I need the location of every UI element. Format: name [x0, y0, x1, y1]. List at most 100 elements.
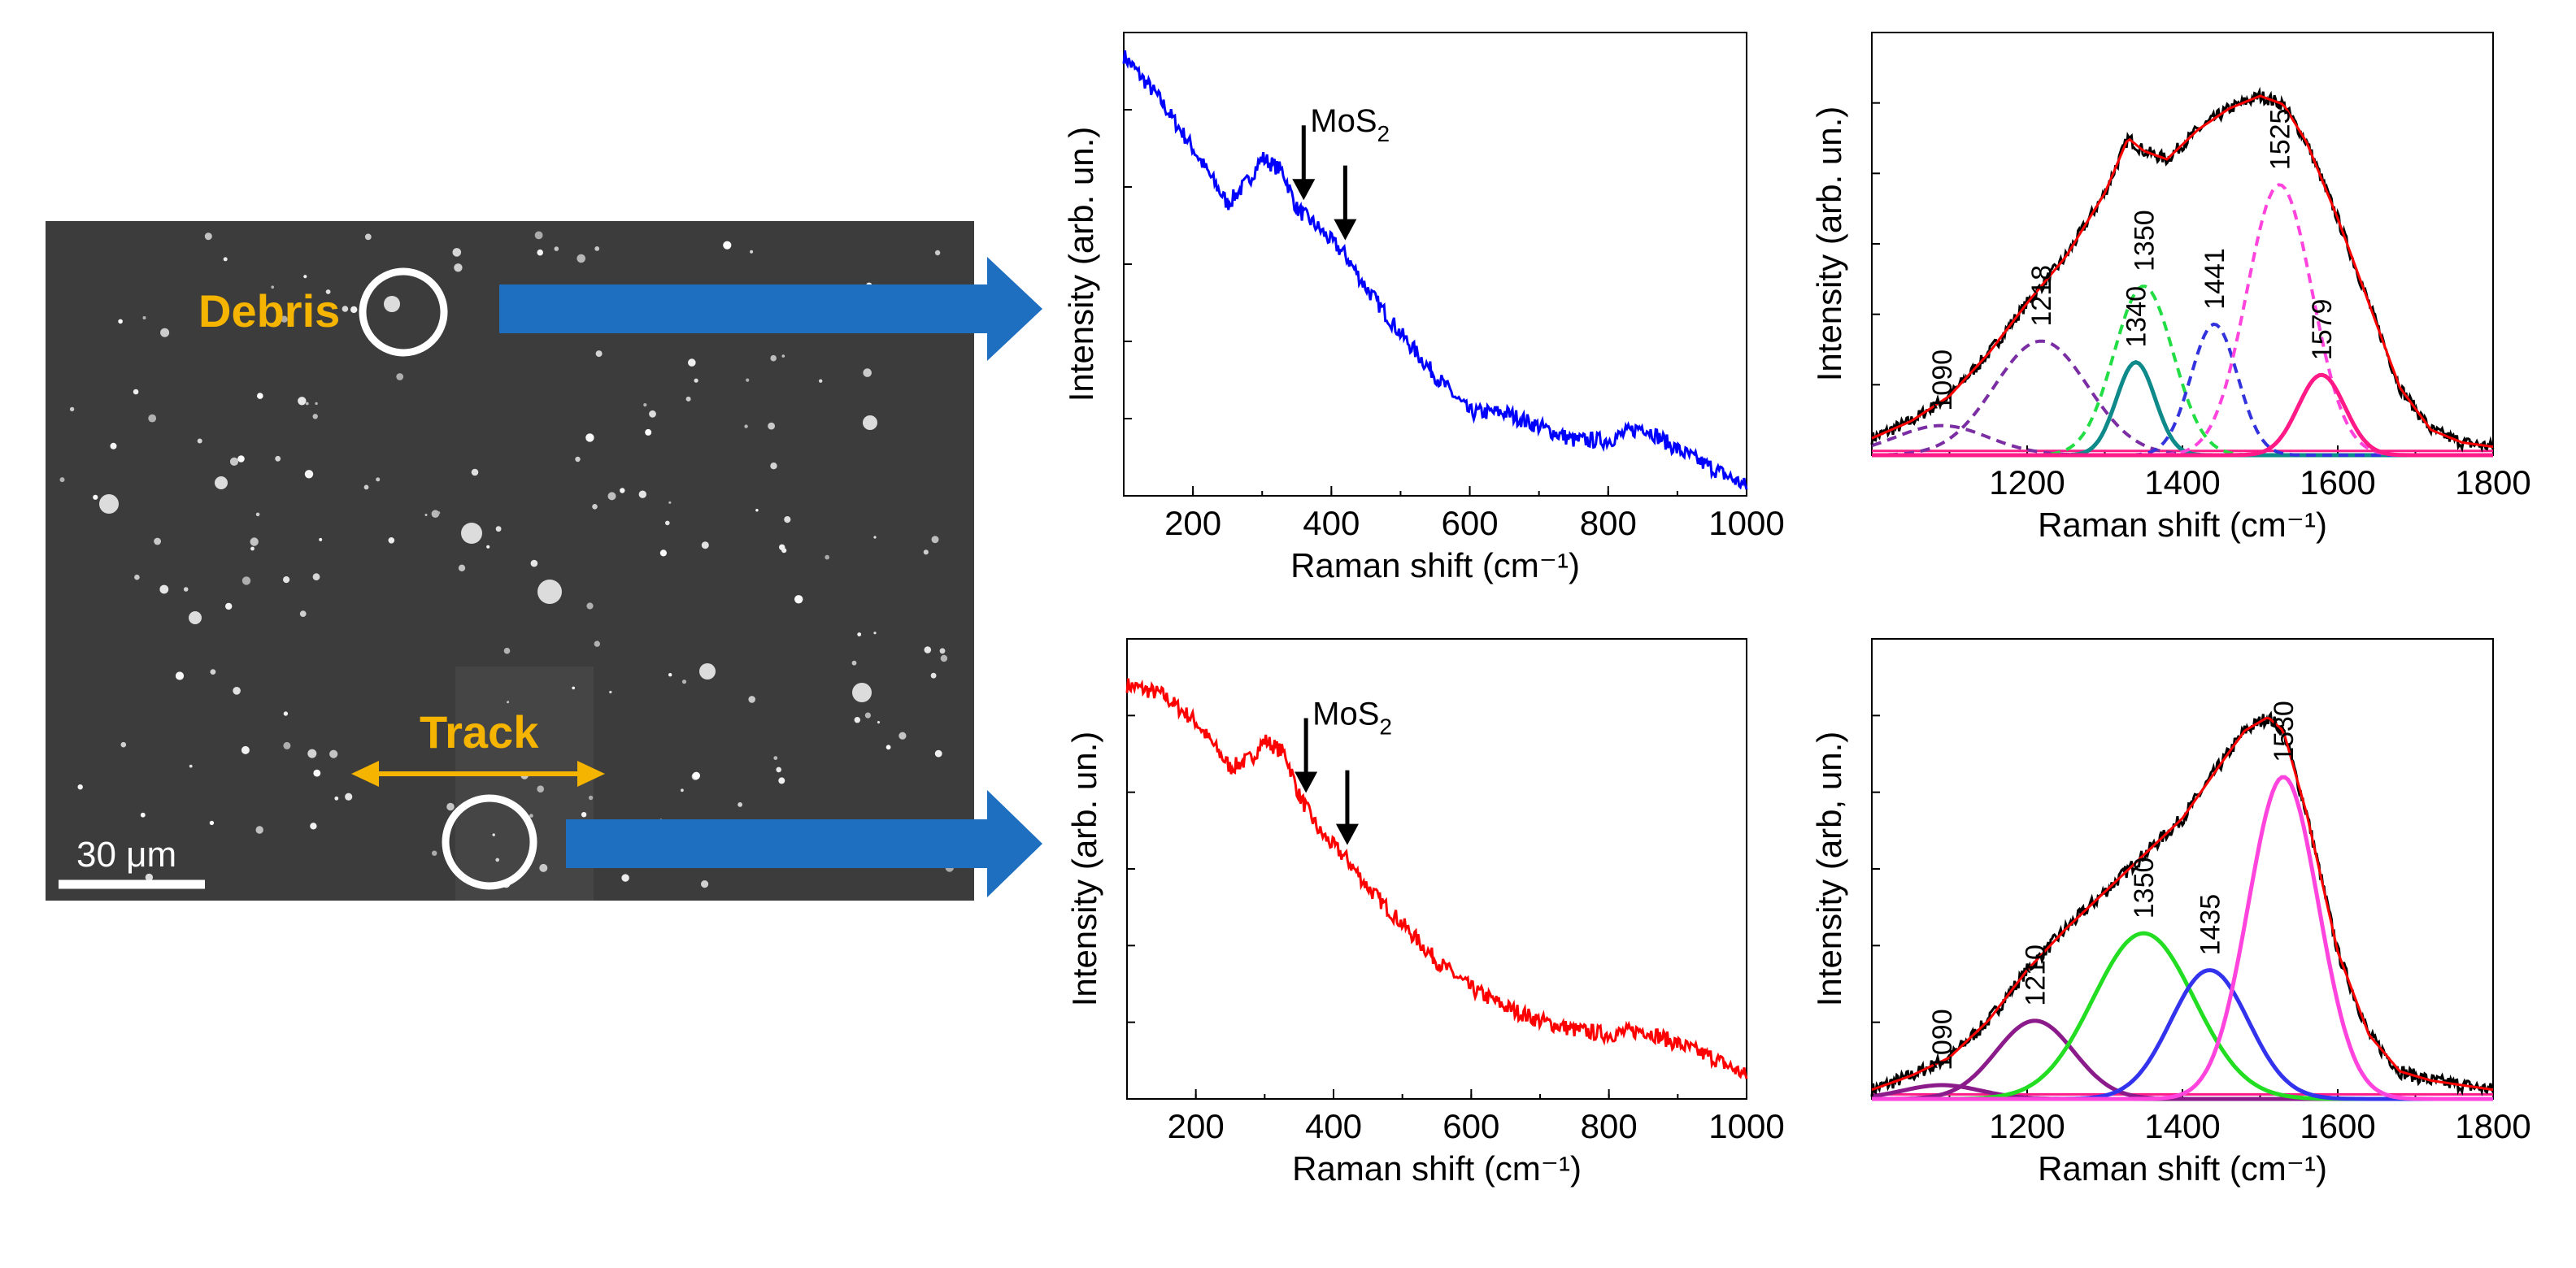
sem-particle	[851, 660, 857, 666]
fit-peak-1525	[1872, 183, 2493, 457]
sem-particle	[471, 468, 479, 476]
sem-particle	[209, 820, 215, 826]
peak-label-1350: 1350	[2129, 858, 2160, 919]
x-tick-label: 800	[1581, 1107, 1638, 1145]
sem-particle	[388, 537, 395, 544]
sem-particle	[537, 785, 544, 792]
sem-particle	[255, 826, 263, 834]
x-axis-label: Raman shift (cm⁻¹)	[1290, 546, 1580, 584]
sem-particle	[376, 477, 381, 482]
sem-particle	[197, 438, 202, 444]
sem-particle	[507, 701, 510, 704]
connector-arrows	[499, 257, 1042, 897]
sem-particle	[930, 672, 937, 679]
sem-particle	[934, 250, 941, 256]
sem-particle	[225, 602, 233, 610]
sem-particle	[701, 541, 709, 549]
sem-particle	[594, 641, 600, 647]
sem-particle	[594, 246, 600, 251]
sem-particle	[620, 488, 625, 493]
sem-particle	[575, 456, 581, 462]
sem-particle	[424, 514, 428, 516]
x-axis-label: Raman shift (cm⁻¹)	[2038, 1149, 2327, 1188]
sem-particle	[495, 526, 502, 532]
sem-particle	[454, 263, 463, 272]
sem-particle	[250, 546, 255, 551]
peak-label-1435: 1435	[2195, 894, 2226, 956]
mos2-subscript: 2	[1379, 714, 1392, 740]
sem-particle	[183, 587, 189, 592]
sem-particle	[750, 250, 754, 254]
sem-particle	[233, 687, 241, 695]
sem-particle	[432, 850, 437, 856]
spectrum-line	[1125, 678, 1748, 1079]
sem-particle	[668, 673, 672, 677]
spectrum-line	[1122, 50, 1748, 490]
sem-particle	[237, 455, 245, 462]
sem-particle	[645, 428, 652, 436]
sem-particle	[649, 410, 656, 418]
sem-particle	[334, 796, 339, 801]
sem-particle	[694, 378, 698, 383]
sem-particle	[120, 741, 127, 748]
sem-particle	[257, 393, 263, 399]
measured-spectrum	[1870, 710, 2495, 1097]
sem-particle	[738, 802, 742, 807]
sem-particle	[877, 721, 881, 724]
sem-particle	[723, 241, 732, 250]
sem-particle	[118, 319, 123, 324]
sem-particle	[110, 442, 117, 449]
peak-arrow-head	[1334, 219, 1357, 241]
sem-particle	[250, 537, 259, 546]
x-tick-label: 200	[1164, 504, 1221, 542]
peak-label-1441: 1441	[2200, 248, 2230, 310]
x-tick-label: 1800	[2455, 463, 2530, 502]
peak-label-1530: 1530	[2269, 701, 2300, 762]
sem-particle	[307, 749, 317, 758]
x-tick-label: 1000	[1708, 1107, 1784, 1145]
sem-particle	[530, 559, 538, 567]
sem-particle	[305, 402, 309, 406]
fit-peak-1350	[1872, 931, 2493, 1101]
sem-particle	[781, 354, 785, 358]
sem-particle	[923, 549, 929, 555]
sem-particle	[298, 397, 307, 406]
fit-envelope	[1871, 716, 2494, 1092]
track-width-arrow	[351, 761, 605, 787]
sem-particle	[607, 492, 616, 501]
peak-label-1210: 1210	[2021, 944, 2052, 1006]
sem-particle	[175, 671, 185, 680]
sem-particle	[461, 523, 482, 544]
y-axis-label: Intensity (arb. un.)	[1065, 732, 1103, 1006]
sem-particle	[934, 749, 942, 758]
sem-particle	[588, 795, 594, 801]
sem-particle	[148, 414, 157, 423]
sem-particle	[281, 315, 288, 323]
sem-particle	[223, 257, 228, 262]
peak-label-1090: 1090	[1927, 350, 1958, 411]
sem-particle	[345, 792, 353, 801]
sem-particle	[283, 711, 289, 716]
sem-particle	[781, 548, 787, 554]
scale-label: 30 μm	[76, 835, 176, 875]
sem-particle	[819, 379, 823, 383]
sem-particle	[643, 403, 647, 407]
sem-particle	[204, 232, 212, 241]
sem-particle	[665, 520, 670, 526]
fit-envelope	[1871, 94, 2494, 449]
peak-label-1340: 1340	[2121, 286, 2152, 348]
sem-particle	[160, 328, 170, 337]
sem-particle	[784, 516, 791, 523]
x-tick-label: 200	[1168, 1107, 1225, 1145]
x-tick-label: 800	[1580, 504, 1637, 542]
debris-label: Debris	[198, 285, 340, 337]
sem-particle	[59, 477, 65, 483]
sem-particle	[93, 494, 98, 500]
sem-particle	[145, 873, 154, 882]
sem-particle	[140, 812, 146, 818]
sem-particle	[621, 874, 629, 882]
x-axis-label: Raman shift (cm⁻¹)	[2038, 506, 2327, 544]
x-tick-label: 400	[1305, 1107, 1362, 1145]
y-axis-label: Intensity (arb. un.)	[1810, 106, 1848, 381]
